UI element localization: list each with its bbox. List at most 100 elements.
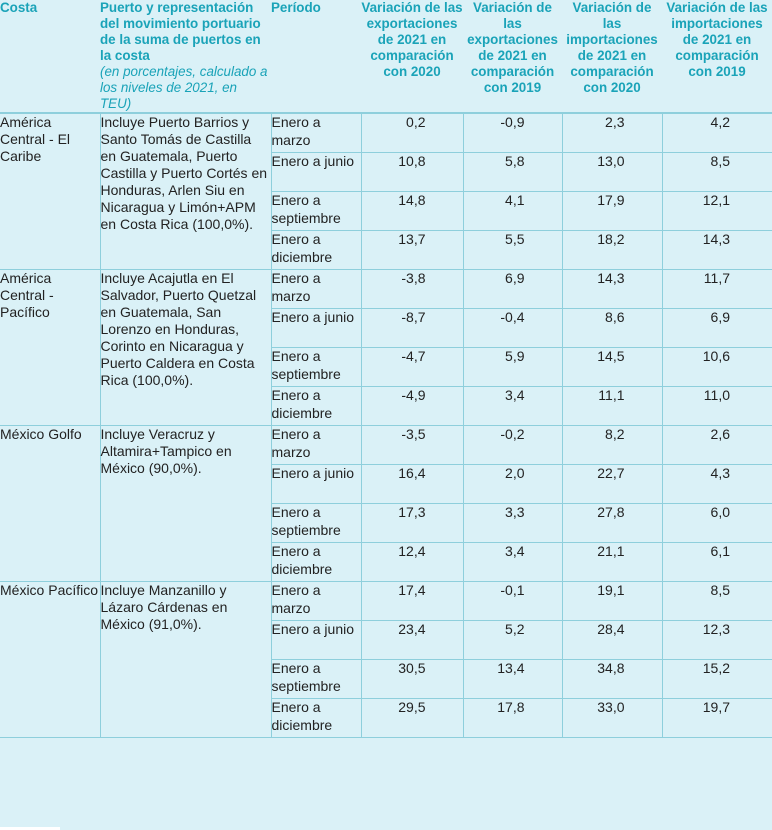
value-text: 6,9 bbox=[505, 270, 525, 286]
table-row: Enero a septiembre 30,5 13,4 34,8 15,2 bbox=[0, 659, 772, 699]
value-text: 14,3 bbox=[702, 231, 730, 247]
value-cell: 8,5 bbox=[662, 152, 772, 192]
value-cell: -4,7 bbox=[361, 347, 464, 387]
puerto-cell: Incluye Acajutla en El Salvador, Puerto … bbox=[100, 269, 272, 426]
value-cell: 11,7 bbox=[662, 269, 772, 309]
value-cell: 6,1 bbox=[662, 542, 772, 582]
value-cell: 2,6 bbox=[662, 425, 772, 465]
value-cell: 4,2 bbox=[662, 113, 772, 153]
value-text: 4,2 bbox=[710, 114, 730, 130]
periodo-cell: Enero a marzo bbox=[271, 113, 362, 153]
table-row: Enero a septiembre 17,3 3,3 27,8 6,0 bbox=[0, 503, 772, 543]
value-text: 2,6 bbox=[710, 426, 730, 442]
value-text: 4,3 bbox=[710, 465, 730, 481]
header-periodo: Período bbox=[271, 0, 361, 114]
costa-cell: México Golfo bbox=[0, 425, 101, 582]
value-text: 3,4 bbox=[505, 387, 525, 403]
periodo-cell: Enero a diciembre bbox=[271, 698, 362, 738]
value-cell: 2,0 bbox=[463, 464, 563, 504]
value-cell: 3,4 bbox=[463, 542, 563, 582]
value-cell: 23,4 bbox=[361, 620, 464, 660]
value-text: 12,4 bbox=[398, 543, 426, 559]
header-var-imp-2019: Variación de las importaciones de 2021 e… bbox=[662, 0, 772, 114]
value-cell: 10,6 bbox=[662, 347, 772, 387]
table-row: América Central - El Caribe Incluye Puert… bbox=[0, 113, 772, 270]
value-text: 33,0 bbox=[597, 699, 625, 715]
value-cell: 34,8 bbox=[562, 659, 663, 699]
value-text: 14,8 bbox=[398, 192, 426, 208]
value-cell: 6,0 bbox=[662, 503, 772, 543]
value-text: -0,4 bbox=[500, 309, 525, 325]
value-text: 11,1 bbox=[598, 387, 625, 403]
value-cell: 0,2 bbox=[361, 113, 464, 153]
table-row: Enero a junio 16,4 2,0 22,7 4,3 bbox=[0, 464, 772, 504]
periodo-cell: Enero a septiembre bbox=[271, 659, 362, 699]
header-puerto: Puerto y representación del movimiento p… bbox=[100, 0, 271, 114]
value-text: 27,8 bbox=[597, 504, 625, 520]
value-text: 14,3 bbox=[597, 270, 625, 286]
value-text: 23,4 bbox=[398, 621, 426, 637]
value-text: 17,8 bbox=[497, 699, 525, 715]
periodo-cell: Enero a diciembre bbox=[271, 230, 362, 270]
value-text: -3,8 bbox=[401, 270, 426, 286]
periodo-cell: Enero a septiembre bbox=[271, 503, 362, 543]
value-text: 19,7 bbox=[702, 699, 730, 715]
value-cell: 14,5 bbox=[562, 347, 663, 387]
value-cell: -0,9 bbox=[463, 113, 563, 153]
value-text: 21,1 bbox=[597, 543, 625, 559]
periodo-cell: Enero a junio bbox=[271, 464, 362, 504]
puerto-cell: Incluye Puerto Barrios y Santo Tomás de … bbox=[100, 113, 272, 270]
periodo-cell: Enero a junio bbox=[271, 620, 362, 660]
value-text: 13,7 bbox=[398, 231, 426, 247]
value-cell: 12,1 bbox=[662, 191, 772, 231]
table-row: América Central - Pacífico Incluye Acajut… bbox=[0, 269, 772, 426]
value-cell: 8,2 bbox=[562, 425, 663, 465]
value-cell: 29,5 bbox=[361, 698, 464, 738]
periodo-cell: Enero a septiembre bbox=[271, 191, 362, 231]
value-text: 5,8 bbox=[505, 153, 525, 169]
value-text: 3,3 bbox=[505, 504, 525, 520]
port-variation-table: Costa Puerto y representación del movimi… bbox=[0, 0, 772, 738]
table-row: Enero a junio -8,7 -0,4 8,6 6,9 bbox=[0, 308, 772, 348]
value-cell: 11,0 bbox=[662, 386, 772, 426]
header-var-exp-2019: Variación de las exportaciones de 2021 e… bbox=[463, 0, 562, 114]
value-cell: -3,5 bbox=[361, 425, 464, 465]
value-text: 6,1 bbox=[710, 543, 730, 559]
header-row: Costa Puerto y representación del movimi… bbox=[0, 0, 772, 114]
value-cell: 13,7 bbox=[361, 230, 464, 270]
value-text: 13,0 bbox=[597, 153, 625, 169]
header-var-exp-2020: Variación de las exportaciones de 2021 e… bbox=[361, 0, 463, 114]
value-text: 19,1 bbox=[597, 582, 625, 598]
header-var-imp-2020: Variación de las importaciones de 2021 e… bbox=[562, 0, 662, 114]
value-cell: 6,9 bbox=[662, 308, 772, 348]
value-text: 30,5 bbox=[398, 660, 426, 676]
table-row: México Golfo Incluye Veracruz y Altamira+… bbox=[0, 425, 772, 582]
value-cell: 6,9 bbox=[463, 269, 563, 309]
value-cell: 27,8 bbox=[562, 503, 663, 543]
value-cell: -3,8 bbox=[361, 269, 464, 309]
value-text: 8,2 bbox=[605, 426, 625, 442]
value-text: 13,4 bbox=[497, 660, 525, 676]
value-cell: 33,0 bbox=[562, 698, 663, 738]
periodo-cell: Enero a septiembre bbox=[271, 347, 362, 387]
table-row: Enero a junio 23,4 5,2 28,4 12,3 bbox=[0, 620, 772, 660]
value-text: 8,5 bbox=[710, 582, 730, 598]
periodo-cell: Enero a marzo bbox=[271, 581, 362, 621]
value-cell: -0,4 bbox=[463, 308, 563, 348]
periodo-cell: Enero a junio bbox=[271, 308, 362, 348]
value-cell: 17,4 bbox=[361, 581, 464, 621]
table-row: Enero a septiembre 14,8 4,1 17,9 12,1 bbox=[0, 191, 772, 231]
value-cell: 4,3 bbox=[662, 464, 772, 504]
value-text: 5,2 bbox=[505, 621, 525, 637]
value-cell: 12,4 bbox=[361, 542, 464, 582]
value-text: 29,5 bbox=[398, 699, 426, 715]
value-cell: 15,2 bbox=[662, 659, 772, 699]
value-cell: 19,1 bbox=[562, 581, 663, 621]
value-cell: -8,7 bbox=[361, 308, 464, 348]
value-text: 8,5 bbox=[710, 153, 730, 169]
value-cell: 14,3 bbox=[562, 269, 663, 309]
value-cell: 11,1 bbox=[562, 386, 663, 426]
value-text: 28,4 bbox=[597, 621, 625, 637]
value-text: 14,5 bbox=[597, 348, 625, 364]
